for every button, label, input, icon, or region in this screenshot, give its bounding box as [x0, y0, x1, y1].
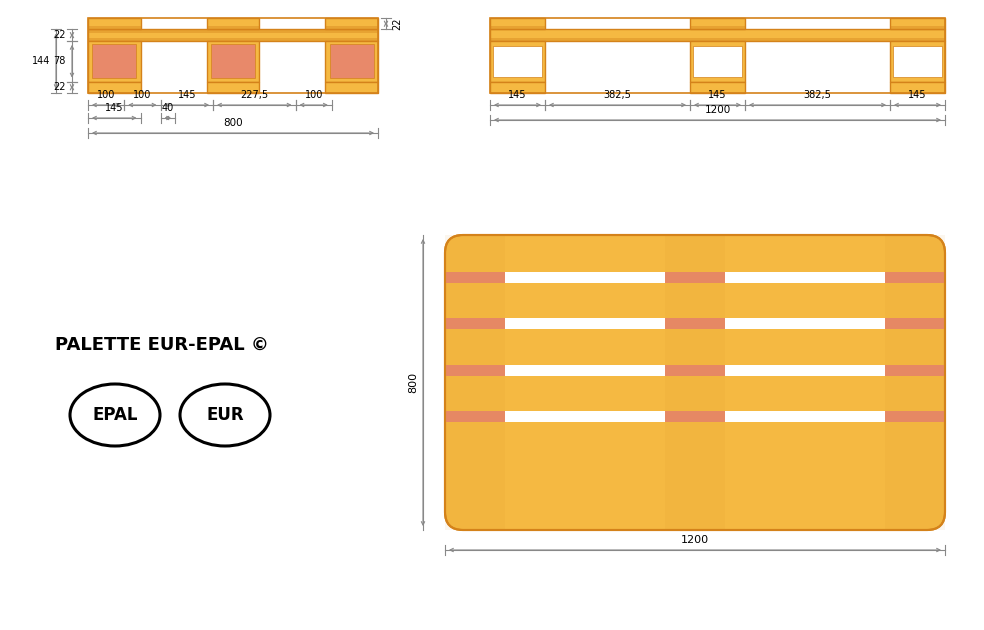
Bar [207, 41, 259, 81]
Bar [490, 38, 945, 41]
Bar [690, 41, 745, 81]
Bar [445, 411, 506, 422]
Bar [690, 26, 745, 30]
Text: 1200: 1200 [681, 535, 709, 545]
Bar [490, 81, 545, 93]
Text: 22: 22 [53, 30, 66, 40]
Bar [326, 81, 378, 93]
Text: 145: 145 [908, 90, 927, 100]
Ellipse shape [180, 384, 270, 446]
Bar [890, 18, 945, 30]
Text: 800: 800 [223, 118, 243, 128]
Bar [690, 81, 745, 93]
Text: EUR: EUR [207, 406, 244, 424]
Bar [665, 272, 725, 283]
Text: 382,5: 382,5 [804, 90, 831, 100]
Text: 22: 22 [392, 18, 402, 30]
Bar [893, 46, 942, 77]
Bar [690, 18, 745, 30]
Bar [885, 365, 945, 376]
Bar [890, 81, 945, 93]
Text: 100: 100 [133, 90, 152, 100]
Bar [665, 411, 725, 422]
Bar [490, 41, 545, 81]
FancyBboxPatch shape [445, 235, 945, 530]
Bar [490, 30, 945, 41]
Bar [885, 318, 945, 329]
Bar [445, 318, 506, 329]
Bar [446, 411, 944, 422]
Bar [446, 272, 944, 283]
Text: PALETTE EUR-EPAL ©: PALETTE EUR-EPAL © [55, 336, 269, 354]
Bar [207, 26, 259, 30]
Bar [88, 30, 378, 41]
Bar [211, 44, 255, 78]
Text: 100: 100 [304, 90, 323, 100]
Bar [88, 38, 378, 41]
Bar [890, 26, 945, 30]
Text: 800: 800 [408, 372, 418, 393]
Bar [665, 318, 725, 329]
Bar [890, 41, 945, 81]
Bar [493, 46, 541, 77]
Bar [326, 18, 378, 30]
Text: 78: 78 [53, 56, 66, 66]
Bar [92, 44, 137, 78]
Bar [665, 235, 725, 530]
Bar [88, 30, 378, 33]
Bar [446, 365, 944, 376]
Bar [326, 41, 378, 81]
Bar [885, 411, 945, 422]
Bar [885, 272, 945, 283]
Text: 22: 22 [53, 83, 66, 92]
Text: 145: 145 [509, 90, 526, 100]
Bar [490, 26, 545, 30]
Text: 145: 145 [177, 90, 196, 100]
Bar [445, 272, 506, 283]
Bar [446, 318, 944, 329]
Bar [88, 41, 141, 81]
Bar [885, 235, 945, 530]
Bar [207, 18, 259, 30]
Bar [330, 44, 374, 78]
Bar [694, 46, 742, 77]
Text: 1200: 1200 [705, 105, 731, 115]
Text: 382,5: 382,5 [603, 90, 632, 100]
Bar [445, 235, 506, 530]
Bar [445, 365, 506, 376]
Bar [88, 18, 141, 30]
Bar [665, 365, 725, 376]
Bar [490, 18, 545, 30]
Text: 227,5: 227,5 [240, 90, 269, 100]
Ellipse shape [70, 384, 160, 446]
Bar [490, 18, 945, 93]
Bar [88, 81, 141, 93]
Text: 145: 145 [708, 90, 727, 100]
Text: EPAL: EPAL [92, 406, 138, 424]
Text: 100: 100 [97, 90, 115, 100]
Bar [207, 81, 259, 93]
Bar [88, 26, 141, 30]
Bar [326, 26, 378, 30]
Bar [88, 18, 378, 93]
Text: 144: 144 [31, 56, 50, 66]
Text: 145: 145 [105, 103, 124, 113]
Text: 40: 40 [161, 103, 174, 113]
